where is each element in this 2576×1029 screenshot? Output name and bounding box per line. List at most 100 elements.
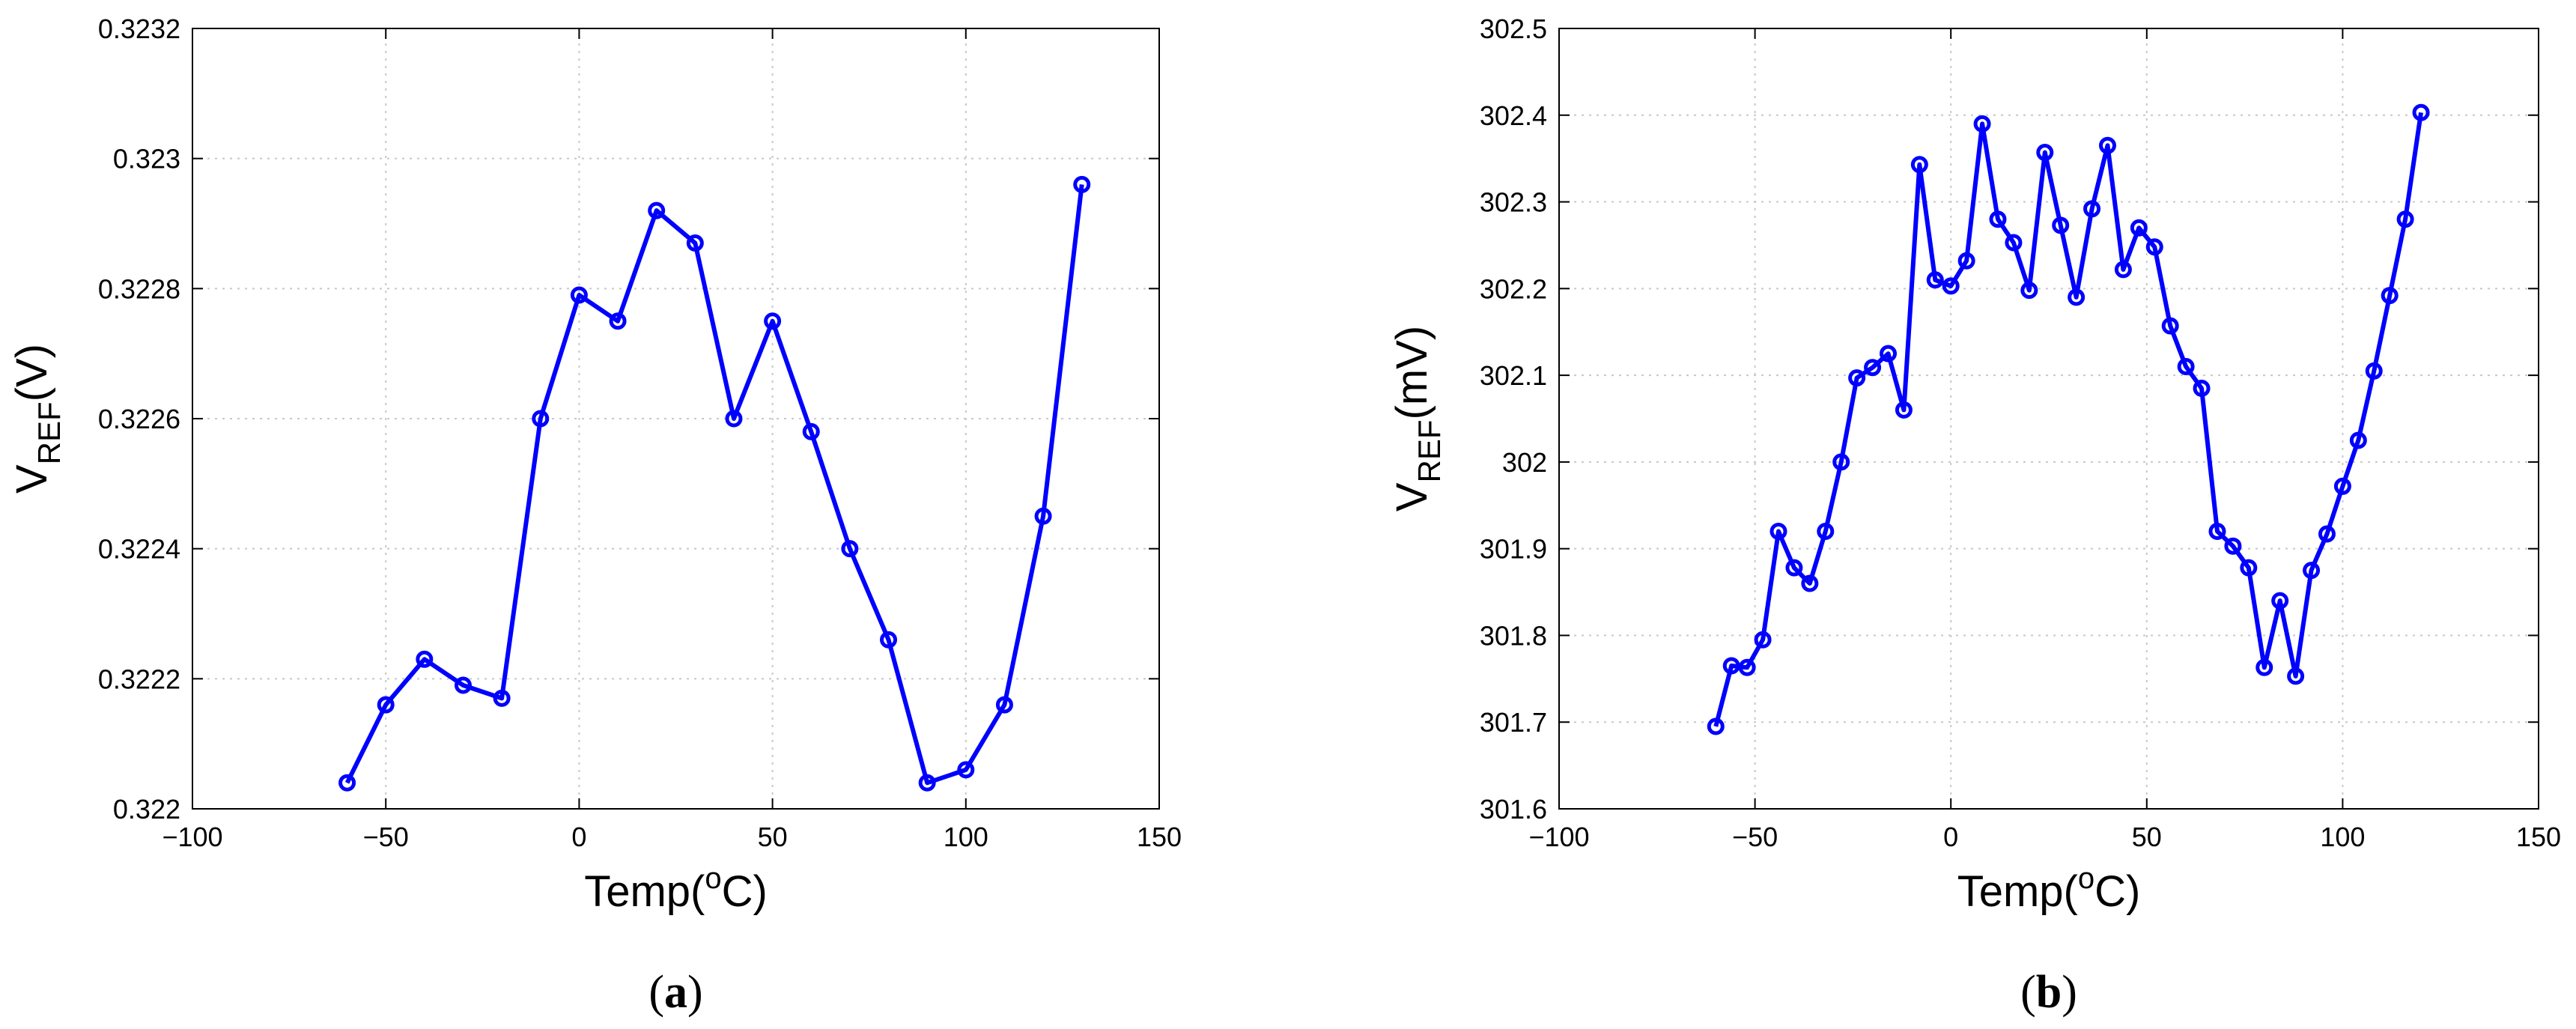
y-tick-label: 0.3232	[98, 13, 180, 44]
x-tick-label: −100	[1528, 822, 1589, 852]
y-tick-label: 302.4	[1480, 100, 1547, 131]
x-tick-label: −100	[162, 822, 222, 852]
y-tick-label: 302.1	[1480, 360, 1547, 391]
x-tick-label: 50	[758, 822, 788, 852]
x-tick-label: 0	[1943, 822, 1958, 852]
y-tick-label: 0.322	[113, 794, 180, 825]
y-tick-label: 0.323	[113, 144, 180, 174]
data-point	[493, 689, 511, 707]
data-point	[2145, 238, 2163, 256]
data-point	[1864, 359, 1882, 377]
x-tick-label: 100	[944, 822, 988, 852]
y-tick-label: 302.2	[1480, 273, 1547, 304]
data-point	[2208, 523, 2226, 541]
data-point	[1722, 657, 1740, 675]
data-point	[377, 696, 395, 714]
data-point	[2193, 379, 2211, 397]
y-tick-label: 302.3	[1480, 187, 1547, 218]
x-tick-label: −50	[1732, 822, 1778, 852]
y-tick-label: 301.7	[1480, 707, 1547, 738]
data-point	[1926, 271, 1944, 289]
data-point	[2083, 200, 2101, 218]
data-point	[1073, 175, 1091, 193]
data-point	[2114, 261, 2132, 279]
x-axis-label: Temp(oC)	[1957, 862, 2141, 916]
y-tick-label: 301.6	[1480, 794, 1547, 825]
y-tick-label: 302.5	[1480, 13, 1547, 44]
x-tick-label: 0	[571, 822, 586, 852]
data-point	[1895, 401, 1913, 419]
data-point	[2396, 210, 2414, 228]
data-point	[1817, 523, 1835, 541]
y-tick-label: 0.3228	[98, 273, 180, 304]
data-point	[2005, 234, 2023, 252]
data-point	[1738, 658, 1756, 676]
data-point	[2318, 525, 2336, 543]
data-point	[2349, 431, 2367, 449]
data-point	[2036, 144, 2054, 162]
data-point	[2333, 477, 2351, 495]
y-tick-label: 0.3224	[98, 534, 180, 565]
data-point	[2412, 103, 2430, 121]
axes-frame	[1558, 28, 2539, 810]
x-axis-label: Temp(oC)	[584, 862, 768, 916]
x-tick-label: 50	[2132, 822, 2162, 852]
data-point	[1707, 717, 1725, 735]
chart-a: −100 −50 0 50 100 150 0.322 0.3222 0.3224 0.3226 0…	[7, 13, 1182, 1018]
y-tick-label: 301.9	[1480, 534, 1547, 565]
y-axis-label: VREF(V)	[7, 344, 67, 494]
data-point	[764, 312, 782, 330]
data-point	[2161, 317, 2179, 335]
data-point	[918, 774, 936, 792]
y-axis-label: VREF(mV)	[1388, 326, 1447, 512]
data-point	[2240, 559, 2258, 577]
data-point	[957, 761, 975, 779]
x-tick-label: 100	[2320, 822, 2365, 852]
data-point	[2052, 216, 2070, 234]
chart-b: −100 −50 0 50 100 150 301.6 301.7 301.8 301.9 302 3…	[1388, 13, 2561, 1018]
data-point	[1957, 252, 1975, 270]
data-point	[1879, 344, 1897, 362]
x-tick-label: 150	[1137, 822, 1182, 852]
panel-label: (a)	[648, 967, 702, 1018]
data-point	[2303, 562, 2321, 580]
y-tick-label: 301.8	[1480, 620, 1547, 651]
series-line	[1713, 112, 2423, 727]
data-point	[686, 234, 704, 252]
data-point	[1942, 277, 1960, 295]
data-point	[2020, 282, 2038, 300]
data-point	[338, 774, 356, 792]
data-point	[2224, 537, 2242, 555]
data-point	[841, 540, 859, 558]
data-point	[880, 631, 898, 649]
data-point	[570, 286, 588, 304]
y-tick-label: 0.3222	[98, 664, 180, 694]
data-point	[2130, 219, 2148, 237]
data-point	[2365, 362, 2383, 380]
data-point	[995, 696, 1013, 714]
data-point	[1848, 369, 1866, 387]
data-point	[1910, 156, 1928, 174]
data-point	[1989, 210, 2007, 228]
data-point	[532, 410, 550, 428]
data-point	[1832, 453, 1850, 471]
data-point	[1785, 559, 1803, 577]
y-tick-label: 302	[1502, 447, 1547, 478]
data-point	[1034, 507, 1052, 525]
axes-frame	[192, 28, 1160, 810]
data-point	[2287, 667, 2305, 685]
data-point	[609, 312, 627, 330]
data-point	[2098, 136, 2116, 154]
data-point	[2068, 288, 2086, 306]
plot-area	[192, 28, 1159, 809]
data-point	[416, 650, 434, 668]
data-point	[648, 201, 666, 219]
data-point	[2271, 592, 2289, 610]
data-point	[454, 676, 472, 694]
data-point	[2255, 658, 2273, 676]
panel-label: (b)	[2020, 967, 2077, 1018]
data-point	[2381, 287, 2399, 305]
data-point	[1973, 115, 1991, 133]
data-point	[1770, 523, 1787, 541]
